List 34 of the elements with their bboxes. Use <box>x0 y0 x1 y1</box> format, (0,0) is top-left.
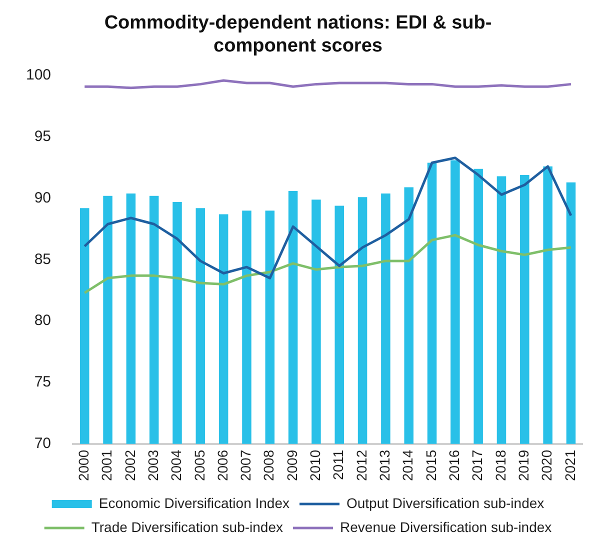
x-tick-label: 2005 <box>191 450 208 482</box>
x-tick-label: 2003 <box>144 450 161 482</box>
chart-title: Commodity-dependent nations: EDI & sub-component scores <box>104 12 492 56</box>
y-tick-label: 70 <box>34 434 52 452</box>
x-tick-label: 2010 <box>307 450 324 482</box>
x-tick-label: 2002 <box>122 450 138 482</box>
y-tick-label: 80 <box>34 312 52 330</box>
x-tick-label: 2016 <box>446 450 462 482</box>
x-tick-label: 2001 <box>98 450 115 482</box>
x-tick-label: 2007 <box>238 450 254 482</box>
y-tick-label: 85 <box>34 250 52 268</box>
x-tick-label: 2013 <box>376 450 393 482</box>
x-tick-label: 2018 <box>492 450 508 482</box>
y-tick-label: 95 <box>34 128 52 146</box>
x-tick-label: 2021 <box>562 450 578 482</box>
x-tick-label: 2014 <box>400 450 416 482</box>
x-tick-label: 2000 <box>75 450 92 482</box>
x-tick-label: 2015 <box>422 450 439 482</box>
x-tick-label: 2017 <box>469 450 486 482</box>
x-tick-label: 2008 <box>260 450 277 482</box>
x-tick-label: 2012 <box>353 450 370 482</box>
x-tick-label: 2019 <box>516 450 532 482</box>
y-tick-label: 100 <box>26 66 52 84</box>
x-tick-label: 2009 <box>284 450 300 482</box>
y-tick-label: 75 <box>34 374 52 391</box>
legend-label: Revenue Diversification sub-index <box>340 518 552 535</box>
x-tick-label: 2004 <box>168 450 184 482</box>
legend-label: Output Diversification sub-index <box>346 494 544 511</box>
x-tick-label: 2020 <box>538 450 555 482</box>
x-tick-label: 2006 <box>214 450 230 482</box>
y-tick-label: 90 <box>34 189 52 206</box>
x-tick-label: 2011 <box>330 450 346 480</box>
legend-label: Trade Diversification sub-index <box>91 518 284 535</box>
legend-label: Economic Diversification Index <box>98 494 290 511</box>
